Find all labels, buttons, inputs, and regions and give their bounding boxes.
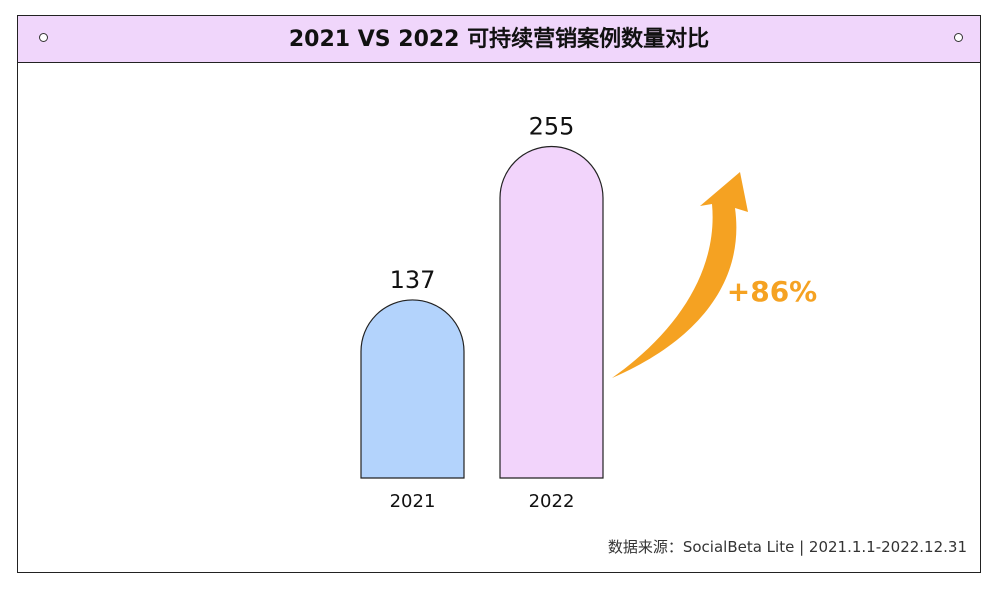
growth-arrow-icon <box>612 172 748 378</box>
bars-group: 137 2021 255 2022 <box>360 113 604 512</box>
chart-header: 2021 VS 2022 可持续营销案例数量对比 <box>18 16 980 63</box>
source-text: SocialBeta Lite | 2021.1.1-2022.12.31 <box>682 538 967 556</box>
value-label-2022: 255 <box>529 113 575 141</box>
growth-percentage-label: +86% <box>727 275 817 308</box>
category-label-2022: 2022 <box>529 491 575 512</box>
chart-frame: 2021 VS 2022 可持续营销案例数量对比 <box>17 15 981 573</box>
circle-icon <box>954 33 963 42</box>
circle-icon <box>39 33 48 42</box>
source-label: 数据来源： <box>607 538 683 556</box>
value-label-2021: 137 <box>390 266 436 294</box>
source-note: 数据来源：SocialBeta Lite | 2021.1.1-2022.12.… <box>608 536 967 557</box>
chart-title: 2021 VS 2022 可持续营销案例数量对比 <box>288 27 710 52</box>
category-label-2021: 2021 <box>390 491 436 512</box>
bar-2022 <box>499 145 604 479</box>
bar-2021 <box>360 299 465 479</box>
